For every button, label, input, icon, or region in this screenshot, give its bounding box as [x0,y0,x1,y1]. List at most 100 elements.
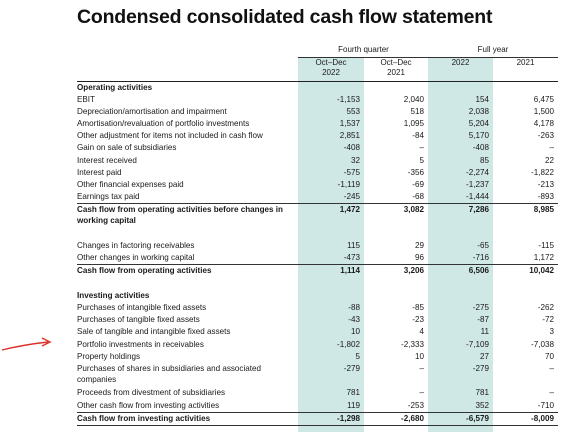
row-value: -2,333 [401,340,424,349]
row-value: -72 [542,315,554,324]
table-row: Purchases of shares in subsidiaries and … [77,363,558,386]
table-row: Other changes in working capital -473 96 -7… [77,252,558,264]
row-value: -1,444 [466,192,489,201]
row-value: -408 [343,143,360,152]
row-value: – [549,364,554,373]
table-row: Portfolio investments in receivables -1,8… [77,339,558,351]
row-value: -263 [537,131,554,140]
row-value: – [419,364,424,373]
table-row: Other financial expenses paid -1,119 -69 -1… [77,179,558,191]
group-header-fourth-quarter: Fourth quarter [298,44,429,58]
annotation-arrow-icon [1,337,52,351]
row-value: 29 [414,241,424,250]
table-row: Purchases of tangible fixed assets -43 -23… [77,314,558,326]
table-row: Other adjustment for items not included … [77,130,558,142]
row-value: – [419,143,424,152]
row-value: -68 [412,192,424,201]
row-label: Investing activities [77,291,150,300]
row-value: 10,042 [529,266,554,275]
row-value: 4 [419,327,424,336]
row-value: -1,153 [337,95,360,104]
row-value: 781 [346,388,360,397]
column-header-q4-2021: Oct–Dec 2021 [364,58,428,78]
table-row: Amortisation/revaluation of portfolio in… [77,118,558,130]
row-value: 518 [410,107,424,116]
column-header-year: 2021 [387,68,405,77]
column-header-fy-2022: 2022 [428,58,493,68]
table-row: Changes in factoring receivables 115 29 -65… [77,240,558,252]
row-value: -69 [412,180,424,189]
row-value: -85 [412,303,424,312]
group-header-full-year: Full year [428,44,558,58]
row-value: 553 [346,107,360,116]
row-value: 96 [414,253,424,262]
row-label: Cash flow from investing activities [77,414,211,423]
row-value: -65 [477,241,489,250]
row-label: Purchases of intangible fixed assets [77,303,207,312]
row-value: 10 [350,327,360,336]
row-value: – [549,388,554,397]
page-title: Condensed consolidated cash flow stateme… [77,6,493,28]
column-header-fy-2021: 2021 [493,58,558,68]
row-value: 4,178 [533,119,554,128]
row-value: -43 [348,315,360,324]
row-value: -1,298 [337,414,360,423]
row-label: Interest paid [77,168,122,177]
row-value: -716 [472,253,489,262]
row-label: Other financial expenses paid [77,180,184,189]
row-value: -8,009 [531,414,554,423]
row-value: -87 [477,315,489,324]
row-value: -7,038 [531,340,554,349]
table-row: Property holdings 5 10 27 70 [77,351,558,363]
row-value: -1,119 [337,180,360,189]
row-label: Purchases of tangible fixed assets [77,315,200,324]
row-value: -2,680 [401,414,424,423]
row-value: 1,095 [403,119,424,128]
row-value: -408 [472,143,489,152]
row-label: Other adjustment for items not included … [77,131,263,140]
row-value: 10 [414,352,424,361]
row-value: -893 [537,192,554,201]
row-value: 1,500 [533,107,554,116]
column-header-q4-2022: Oct–Dec 2022 [298,58,364,78]
row-value: -356 [407,168,424,177]
row-label: Proceeds from divestment of subsidiaries [77,388,225,397]
row-label: Cash flow from operating activities [77,266,212,275]
row-value: 781 [475,388,489,397]
row-value: 154 [475,95,489,104]
row-label: EBIT [77,95,95,104]
row-label: Gain on sale of subsidiaries [77,143,177,152]
row-value: -710 [537,401,554,410]
row-label: Earnings tax paid [77,192,140,201]
row-label: Changes in factoring receivables [77,241,195,250]
row-value: 85 [479,156,489,165]
row-label: Purchases of shares in subsidiaries and … [77,364,262,384]
row-label: Interest received [77,156,137,165]
row-value: -23 [412,315,424,324]
row-value: -213 [537,180,554,189]
row-label: Cash flow from operating activities befo… [77,205,283,225]
row-value: -2,274 [466,168,489,177]
row-value: – [549,143,554,152]
row-value: -245 [343,192,360,201]
row-value: -1,802 [337,340,360,349]
table-row: Cash flow from operating activities 1,114… [77,264,558,277]
row-value: -115 [538,241,554,250]
column-shade-q4-2022 [298,57,364,432]
row-value: 6,506 [468,266,489,275]
row-value: 70 [544,352,554,361]
header-divider [77,81,558,82]
row-value: 6,475 [533,95,554,104]
row-value: 27 [479,352,489,361]
column-header-year: 2021 [516,58,535,67]
row-value: 22 [544,156,554,165]
column-header-year: 2022 [322,68,340,77]
row-value: 32 [350,156,360,165]
table-row: Operating activities [77,82,558,94]
table-row: Depreciation/amortisation and impairment… [77,106,558,118]
table-row: Sale of tangible and intangible fixed as… [77,326,558,338]
row-value: 5 [355,352,360,361]
table-row: Gain on sale of subsidiaries -408 – -408 – [77,142,558,154]
column-header-period: Oct–Dec [380,58,412,67]
column-shade-fy-2022 [428,57,493,432]
